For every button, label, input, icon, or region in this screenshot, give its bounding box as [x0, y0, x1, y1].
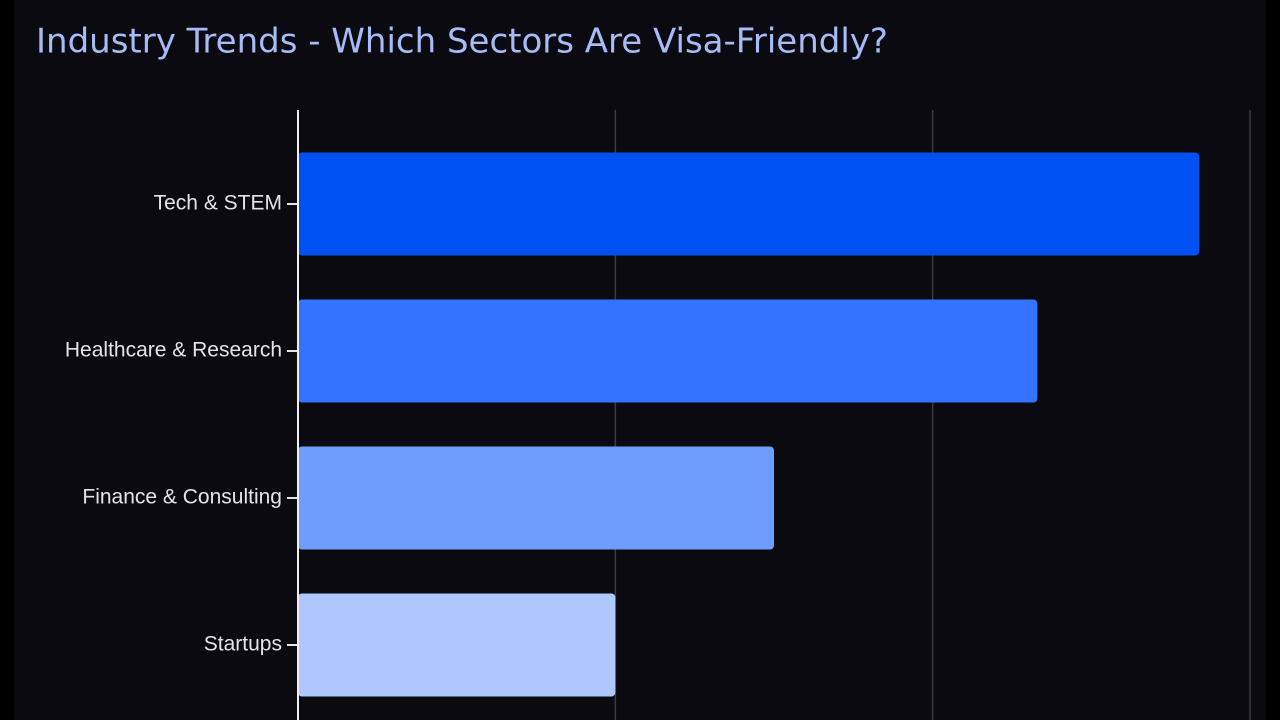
bar — [298, 593, 616, 697]
bar — [298, 299, 1038, 403]
bar — [298, 446, 774, 550]
bar — [298, 152, 1200, 256]
y-tick-label: Tech & STEM — [154, 192, 282, 215]
y-tick-label: Finance & Consulting — [82, 486, 282, 509]
y-tick-label: Startups — [204, 633, 282, 656]
y-tick-label: Healthcare & Research — [65, 339, 282, 362]
chart-title: Industry Trends - Which Sectors Are Visa… — [36, 22, 888, 62]
